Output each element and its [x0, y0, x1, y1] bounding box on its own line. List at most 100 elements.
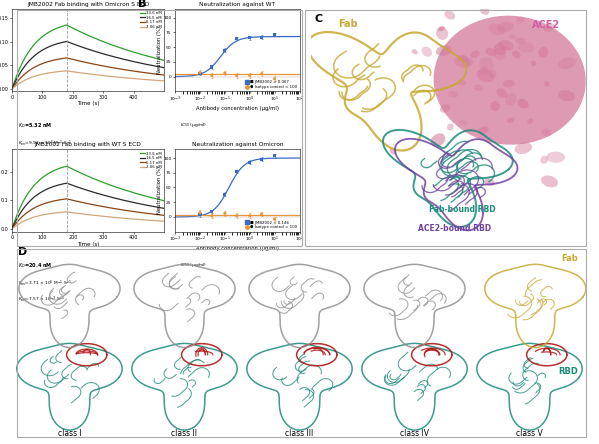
Ellipse shape: [440, 104, 450, 113]
Point: [207, 63, 217, 71]
Ellipse shape: [540, 156, 548, 164]
Ellipse shape: [478, 126, 489, 134]
Ellipse shape: [515, 143, 532, 154]
Point: [245, 34, 255, 41]
X-axis label: Time (s): Time (s): [77, 242, 99, 246]
Text: B: B: [138, 0, 146, 9]
Text: $IC_{50}$ (μg/ml): $IC_{50}$ (μg/ml): [180, 121, 207, 129]
Text: class III: class III: [285, 429, 314, 438]
Ellipse shape: [531, 60, 536, 66]
Ellipse shape: [516, 17, 525, 22]
Point: [207, 72, 217, 79]
Legend: 33.6 nM, 16.5 nM, 6.17 nM, 2.06 nM: 33.6 nM, 16.5 nM, 6.17 nM, 2.06 nM: [140, 11, 162, 29]
Ellipse shape: [459, 120, 467, 126]
Point: [245, 72, 255, 79]
Text: class V: class V: [516, 429, 543, 438]
Ellipse shape: [541, 128, 552, 136]
Point: [257, 70, 267, 77]
Ellipse shape: [438, 26, 444, 31]
Point: [232, 168, 241, 175]
Ellipse shape: [488, 24, 506, 36]
Ellipse shape: [434, 16, 586, 145]
Ellipse shape: [539, 47, 548, 58]
Ellipse shape: [505, 93, 517, 106]
Ellipse shape: [491, 101, 500, 111]
Ellipse shape: [422, 47, 432, 57]
Legend: 33.6 nM, 16.5 nM, 6.17 nM, 2.06 nM: 33.6 nM, 16.5 nM, 6.17 nM, 2.06 nM: [140, 151, 162, 170]
Text: Fab: Fab: [562, 254, 579, 263]
Title: JMB2002 Fab binding with Omicron S ECD: JMB2002 Fab binding with Omicron S ECD: [27, 2, 149, 7]
Point: [207, 212, 217, 219]
Ellipse shape: [586, 93, 599, 109]
Ellipse shape: [448, 91, 458, 98]
Ellipse shape: [436, 45, 452, 56]
Point: [195, 209, 205, 216]
Text: RBD: RBD: [558, 367, 579, 376]
Ellipse shape: [518, 99, 529, 108]
Ellipse shape: [515, 37, 526, 44]
Text: D: D: [18, 246, 27, 257]
Ellipse shape: [586, 87, 599, 96]
Point: [195, 69, 205, 76]
Ellipse shape: [541, 175, 558, 187]
Ellipse shape: [507, 117, 515, 123]
Text: $IC_{50}$ (μg/ml): $IC_{50}$ (μg/ml): [180, 262, 207, 270]
X-axis label: Antibody concentration (μg/ml): Antibody concentration (μg/ml): [196, 106, 279, 111]
Text: $K_{on}$=3.71 × 10$^5$ M$^{-1}$ S$^{-1}$: $K_{on}$=3.71 × 10$^5$ M$^{-1}$ S$^{-1}$: [18, 278, 72, 288]
Ellipse shape: [497, 21, 513, 32]
Ellipse shape: [454, 56, 473, 67]
Ellipse shape: [546, 151, 565, 163]
Text: $K_{off}$=7.57 × 10$^{-3}$ S$^{-1}$: $K_{off}$=7.57 × 10$^{-3}$ S$^{-1}$: [18, 294, 65, 304]
Point: [270, 152, 279, 159]
Title: Neutralization against WT: Neutralization against WT: [199, 2, 276, 7]
Ellipse shape: [447, 123, 453, 131]
Y-axis label: Neutralization (%): Neutralization (%): [157, 26, 162, 74]
Ellipse shape: [587, 95, 599, 107]
Ellipse shape: [479, 67, 488, 75]
Point: [270, 216, 279, 223]
Ellipse shape: [476, 69, 494, 82]
Text: Fab-bound RBD: Fab-bound RBD: [429, 205, 496, 214]
Point: [270, 31, 279, 38]
Point: [270, 75, 279, 83]
Ellipse shape: [480, 5, 489, 15]
Point: [232, 35, 241, 42]
Y-axis label: Neutralization (%): Neutralization (%): [157, 166, 162, 214]
Legend: ■ JMB2002 = 0.146, ● Isotype control = 100: ■ JMB2002 = 0.146, ● Isotype control = 1…: [244, 220, 298, 230]
Ellipse shape: [457, 55, 468, 62]
Ellipse shape: [436, 27, 448, 40]
X-axis label: Time (s): Time (s): [77, 101, 99, 106]
Ellipse shape: [598, 137, 599, 147]
Point: [232, 212, 241, 219]
Text: $K_D$=5.32 nM: $K_D$=5.32 nM: [18, 121, 53, 130]
Ellipse shape: [504, 46, 510, 50]
Title: Neutralization against Omicron: Neutralization against Omicron: [192, 143, 283, 147]
Ellipse shape: [543, 24, 555, 32]
Ellipse shape: [458, 80, 467, 86]
Ellipse shape: [558, 57, 576, 69]
Point: [245, 159, 255, 166]
Point: [220, 210, 229, 217]
Ellipse shape: [412, 49, 418, 54]
Text: C: C: [315, 15, 323, 24]
Text: Fab: Fab: [338, 19, 358, 29]
Point: [207, 208, 217, 215]
Point: [245, 212, 255, 219]
Point: [195, 70, 205, 77]
Text: $K_{off}$=5.28 × 10$^{-3}$ S$^{-1}$: $K_{off}$=5.28 × 10$^{-3}$ S$^{-1}$: [18, 154, 65, 164]
Ellipse shape: [498, 40, 514, 51]
Text: class II: class II: [171, 429, 198, 438]
X-axis label: Antibody concentration (μg/ml): Antibody concentration (μg/ml): [196, 246, 279, 251]
Ellipse shape: [512, 51, 521, 59]
Ellipse shape: [494, 48, 506, 60]
Point: [195, 211, 205, 218]
Ellipse shape: [463, 60, 470, 67]
Text: class I: class I: [58, 429, 81, 438]
Ellipse shape: [485, 48, 497, 56]
Text: class IV: class IV: [400, 429, 429, 438]
Ellipse shape: [479, 57, 494, 72]
Ellipse shape: [474, 85, 483, 91]
Legend: ■ JMB2002 = 0.067, ● Isotype control = 100: ■ JMB2002 = 0.067, ● Isotype control = 1…: [244, 80, 298, 89]
Ellipse shape: [390, 149, 397, 155]
Text: $K_D$=20.4 nM: $K_D$=20.4 nM: [18, 262, 53, 270]
